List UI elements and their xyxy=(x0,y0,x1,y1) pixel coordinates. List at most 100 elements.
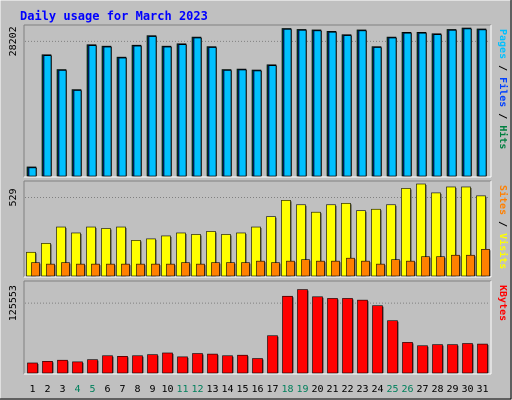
x-tick-label: 9 xyxy=(149,384,155,395)
bar-visits xyxy=(116,226,126,277)
bar-pages xyxy=(418,32,427,177)
bar-pages xyxy=(373,47,382,177)
bar-visits xyxy=(71,232,81,277)
x-tick-label: 21 xyxy=(326,384,338,395)
x-tick-label: 13 xyxy=(206,384,218,395)
bar-kbytes xyxy=(402,342,413,374)
bar-pages xyxy=(448,30,457,177)
bar-kbytes xyxy=(447,344,458,374)
bar-pages xyxy=(73,90,82,177)
bar-visits xyxy=(176,232,186,277)
panel-legend: KBytes xyxy=(497,285,508,321)
bar-visits xyxy=(56,226,66,277)
bar-pages xyxy=(28,167,37,177)
bar-visits xyxy=(311,211,321,277)
bar-pages xyxy=(148,36,157,177)
bar-kbytes xyxy=(27,362,38,374)
x-tick-label: 3 xyxy=(59,384,65,395)
bar-pages xyxy=(118,57,127,177)
bar-pages xyxy=(208,47,217,177)
bar-visits xyxy=(131,240,141,277)
bar-sites xyxy=(466,254,475,277)
bar-pages xyxy=(463,28,472,177)
bar-sites xyxy=(181,262,190,277)
bar-sites xyxy=(241,262,250,277)
legend-entry-sites: Sites xyxy=(497,185,509,215)
bar-visits xyxy=(431,192,441,277)
bar-pages xyxy=(238,69,247,177)
x-tick-label: 31 xyxy=(476,384,488,395)
bar-visits xyxy=(281,200,291,277)
bar-sites xyxy=(226,262,235,277)
bar-kbytes xyxy=(57,359,68,374)
bar-pages xyxy=(403,32,412,177)
bar-kbytes xyxy=(297,289,308,374)
bar-visits xyxy=(356,210,366,277)
bar-visits xyxy=(221,234,231,277)
bar-visits xyxy=(341,202,351,277)
bar-visits xyxy=(146,238,156,277)
bar-visits xyxy=(41,243,51,277)
bar-sites xyxy=(106,263,115,277)
bar-visits xyxy=(191,234,201,277)
x-tick-label: 8 xyxy=(134,384,140,395)
x-tick-label: 14 xyxy=(221,384,233,395)
bar-visits xyxy=(371,208,381,277)
bar-pages xyxy=(268,65,277,177)
bar-pages xyxy=(343,35,352,177)
chart-panels: 28202 Pages / Files / Hits 529 Sites / Visi… xyxy=(8,24,509,375)
x-tick-label: 30 xyxy=(461,384,473,395)
x-tick-label: 16 xyxy=(251,384,263,395)
bar-visits xyxy=(266,216,276,277)
x-tick-label: 23 xyxy=(356,384,368,395)
bar-kbytes xyxy=(207,353,218,374)
bar-visits xyxy=(461,186,471,277)
bar-pages xyxy=(223,70,232,177)
bar-sites xyxy=(451,254,460,277)
bar-visits xyxy=(161,235,171,277)
bar-pages xyxy=(388,37,397,177)
bar-kbytes xyxy=(357,299,368,374)
bar-sites xyxy=(346,257,355,277)
bar-visits xyxy=(251,226,261,277)
x-tick-label: 28 xyxy=(431,384,443,395)
bar-sites xyxy=(256,260,265,277)
bar-pages xyxy=(43,55,52,177)
bar-visits xyxy=(296,204,306,277)
panel-kbytes: 125553 KBytes xyxy=(8,280,508,375)
bar-sites xyxy=(481,248,490,277)
bar-visits xyxy=(416,183,426,277)
bar-pages xyxy=(103,46,112,177)
panel-legend: Pages / Files / Hits xyxy=(497,29,509,149)
y-tick-label: 125553 xyxy=(8,285,19,321)
bar-visits xyxy=(476,195,486,277)
x-tick-label: 27 xyxy=(416,384,428,395)
x-tick-label: 18 xyxy=(281,384,293,395)
x-tick-label: 6 xyxy=(104,384,110,395)
x-tick-label: 10 xyxy=(161,384,173,395)
bar-visits xyxy=(206,231,216,277)
chart-title: Daily usage for March 2023 xyxy=(20,9,208,23)
x-tick-label: 1 xyxy=(29,384,35,395)
bar-pages xyxy=(163,46,172,177)
bar-kbytes xyxy=(177,356,188,374)
x-tick-label: 2 xyxy=(44,384,50,395)
bar-visits xyxy=(236,232,246,277)
bar-sites xyxy=(76,263,85,277)
bar-sites xyxy=(31,262,40,277)
bar-kbytes xyxy=(87,359,98,374)
bar-kbytes xyxy=(117,356,128,374)
bar-visits xyxy=(101,228,111,277)
bar-kbytes xyxy=(252,358,263,374)
bar-sites xyxy=(271,262,280,277)
x-tick-label: 4 xyxy=(74,384,80,395)
bar-kbytes xyxy=(222,355,233,374)
bar-kbytes xyxy=(162,352,173,374)
bar-visits xyxy=(386,204,396,277)
bar-visits xyxy=(326,204,336,277)
bar-sites xyxy=(376,263,385,277)
bar-kbytes xyxy=(237,354,248,374)
legend-entry-visits: Visits xyxy=(497,233,509,269)
x-tick-label: 5 xyxy=(89,384,95,395)
